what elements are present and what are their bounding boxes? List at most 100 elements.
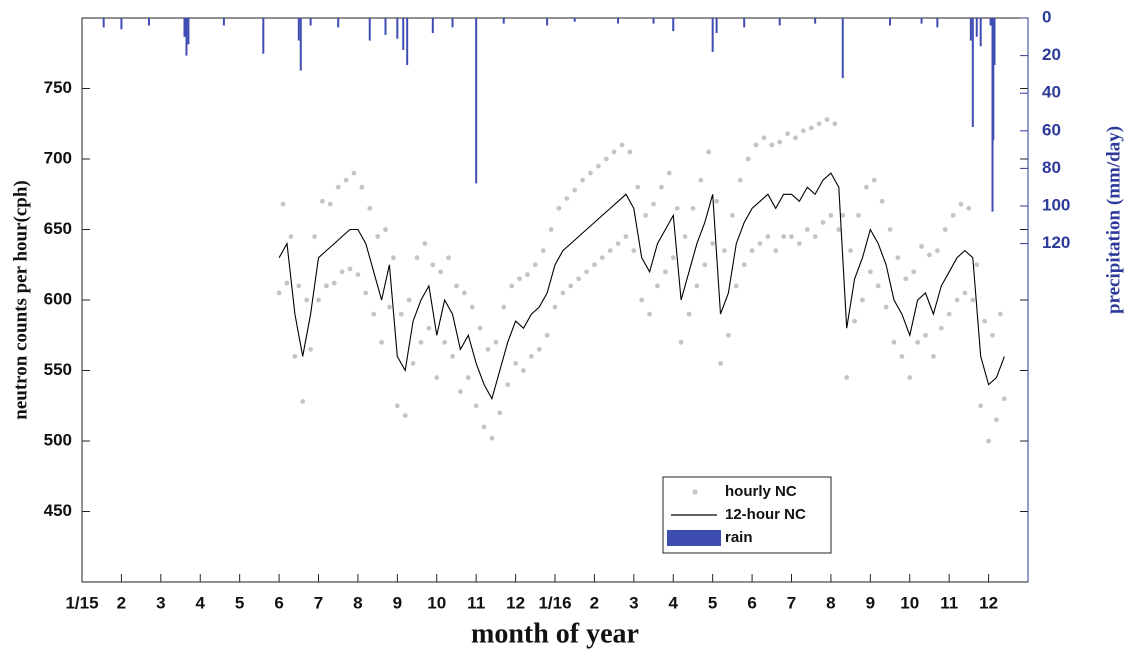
hourly-point bbox=[312, 234, 317, 239]
hourly-point bbox=[430, 262, 436, 268]
hourly-point bbox=[335, 184, 341, 190]
rain-bar bbox=[148, 18, 151, 26]
hourly-point bbox=[974, 262, 980, 268]
hourly-point bbox=[962, 290, 968, 296]
hourly-point bbox=[599, 255, 605, 261]
hourly-point bbox=[765, 234, 771, 239]
hourly-point bbox=[320, 198, 325, 204]
hourly-point bbox=[860, 297, 865, 303]
hourly-point bbox=[288, 234, 294, 239]
hourly-point bbox=[485, 346, 491, 352]
y2-tick-label: 80 bbox=[1042, 158, 1061, 177]
hourly-point bbox=[528, 354, 534, 359]
x-tick-label: 1/15 bbox=[65, 593, 98, 612]
hourly-point bbox=[497, 410, 503, 416]
hourly-point bbox=[867, 269, 873, 275]
hourly-point bbox=[733, 283, 739, 289]
rain-bar bbox=[989, 18, 992, 26]
hourly-point bbox=[371, 311, 377, 317]
legend-swatch bbox=[667, 530, 721, 546]
hourly-point bbox=[856, 213, 861, 218]
rain-bar bbox=[384, 18, 387, 35]
hourly-point bbox=[521, 368, 526, 373]
hourly-point bbox=[292, 354, 298, 359]
rain-bar bbox=[299, 18, 302, 71]
hourly-point bbox=[702, 262, 708, 268]
hourly-point bbox=[576, 276, 582, 282]
hourly-point bbox=[556, 205, 562, 211]
rain-bar bbox=[573, 18, 576, 22]
x-tick-label: 9 bbox=[866, 593, 875, 612]
hourly-point bbox=[387, 304, 392, 310]
plot-frame bbox=[81, 17, 1029, 583]
hourly-point bbox=[934, 248, 940, 254]
rain-bar bbox=[187, 18, 190, 45]
hourly-point bbox=[824, 117, 830, 122]
hourly-point bbox=[903, 276, 909, 282]
hourly-point bbox=[398, 311, 404, 317]
rain-bar bbox=[402, 18, 405, 50]
hourly-point bbox=[789, 234, 794, 239]
hourly-point bbox=[887, 227, 893, 232]
rain-bar bbox=[969, 18, 972, 41]
hourly-point bbox=[848, 248, 854, 254]
hourly-point bbox=[785, 131, 790, 137]
rain-bar bbox=[451, 18, 454, 28]
rain-bar bbox=[183, 18, 186, 37]
hourly-point bbox=[493, 339, 499, 345]
y2-axis-title: precipitation (mm/day) bbox=[1103, 126, 1124, 314]
hourly-point bbox=[343, 177, 349, 183]
hourly-point bbox=[875, 283, 881, 289]
rain-bar bbox=[262, 18, 265, 54]
hourly-point bbox=[615, 241, 621, 247]
hourly-point bbox=[726, 332, 731, 338]
hourly-point bbox=[481, 424, 487, 430]
hourly-point bbox=[678, 339, 684, 345]
hourly-point bbox=[659, 184, 664, 190]
rain-bar bbox=[475, 18, 478, 184]
legend-label: 12-hour NC bbox=[725, 506, 806, 523]
hourly-point bbox=[891, 339, 897, 345]
hourly-point bbox=[879, 198, 885, 204]
hourly-point bbox=[458, 389, 463, 395]
hourly-point bbox=[643, 213, 649, 218]
hourly-point bbox=[769, 142, 775, 148]
hourly-point bbox=[603, 156, 609, 162]
y-tick-label: 450 bbox=[44, 501, 72, 520]
hourly-point bbox=[954, 297, 960, 303]
hourly-point bbox=[899, 354, 905, 359]
hourly-point bbox=[718, 361, 723, 366]
hourly-point bbox=[958, 201, 964, 207]
hourly-point bbox=[540, 248, 546, 254]
hourly-point bbox=[568, 283, 574, 289]
hourly-point bbox=[414, 255, 420, 261]
hourly-point bbox=[276, 290, 282, 296]
hourly-point bbox=[406, 297, 412, 303]
hourly-point bbox=[998, 311, 1003, 317]
hourly-point bbox=[966, 205, 972, 211]
hourly-point bbox=[450, 354, 455, 359]
y2-tick-label: 20 bbox=[1042, 45, 1061, 64]
hourly-point bbox=[513, 361, 518, 366]
hourly-point bbox=[970, 297, 976, 303]
hourly-point bbox=[990, 332, 995, 338]
rain-bar bbox=[975, 18, 978, 37]
hourly-point bbox=[820, 220, 826, 225]
rain-bar bbox=[993, 18, 996, 65]
rain-bar bbox=[502, 18, 505, 24]
rain-bar bbox=[120, 18, 123, 30]
hourly-point bbox=[572, 187, 578, 193]
hourly-point bbox=[564, 196, 570, 201]
x-tick-label: 2 bbox=[590, 593, 599, 612]
hourly-point bbox=[729, 213, 735, 218]
hourly-point bbox=[588, 170, 593, 176]
rain-bar bbox=[743, 18, 746, 28]
hourly-point bbox=[915, 339, 921, 345]
y-tick-label: 750 bbox=[44, 78, 72, 97]
hourly-point bbox=[773, 248, 779, 254]
hourly-point bbox=[895, 255, 901, 261]
hourly-point bbox=[351, 170, 357, 176]
hourly-point bbox=[978, 403, 984, 409]
hourly-point bbox=[379, 339, 384, 345]
rain-bar bbox=[936, 18, 939, 28]
